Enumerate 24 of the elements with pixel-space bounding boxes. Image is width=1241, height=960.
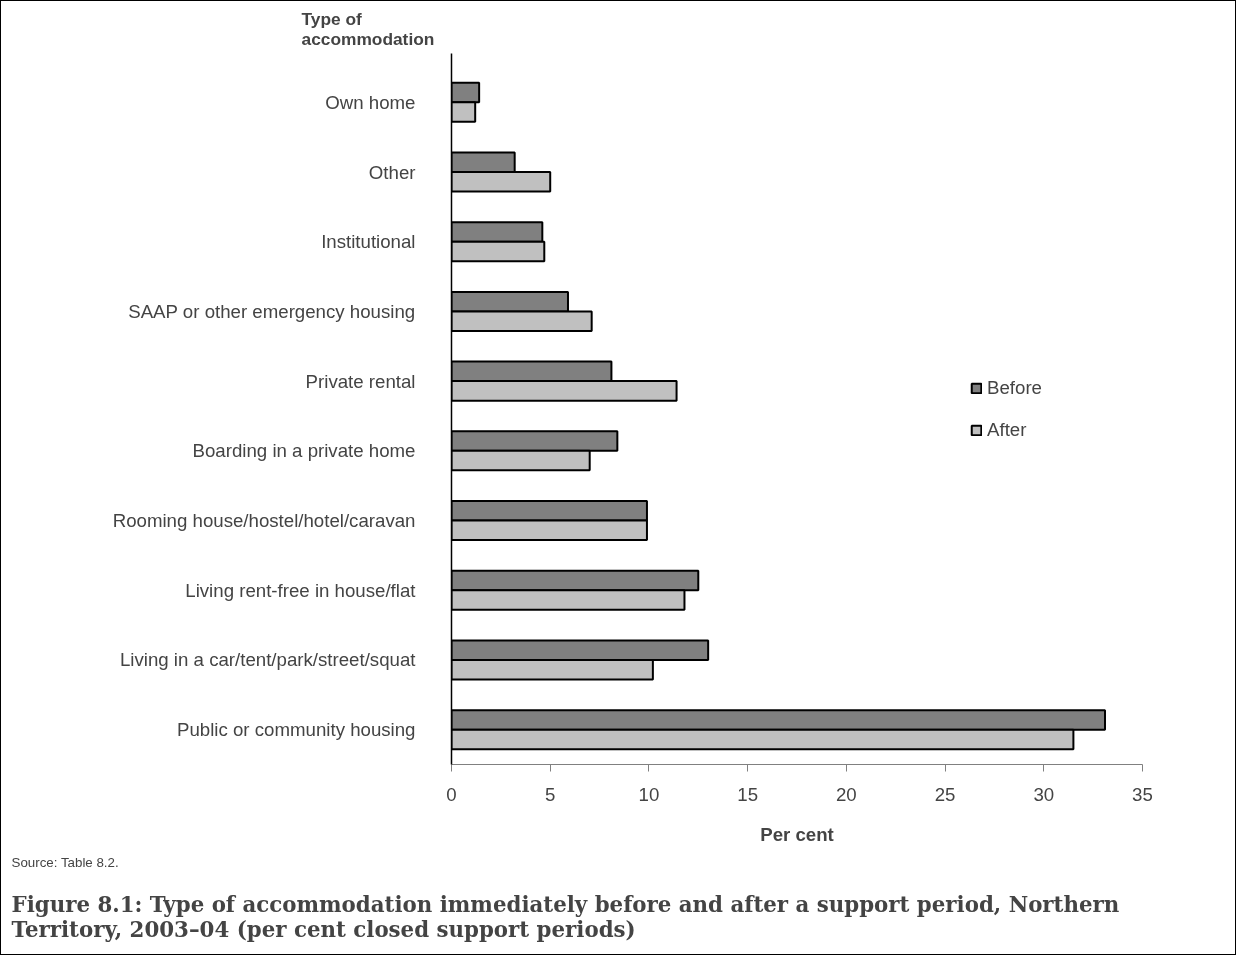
- y-tick-label: Institutional: [321, 231, 416, 253]
- source-note: Source: Table 8.2.: [11, 854, 119, 870]
- legend-label: Before: [987, 376, 1042, 399]
- x-tick-label: 20: [835, 783, 857, 805]
- y-tick-label: Other: [368, 161, 416, 183]
- x-tick-label: 5: [545, 783, 556, 805]
- y-tick-label: SAAP or other emergency housing: [128, 300, 416, 322]
- y-tick-label: Private rental: [305, 370, 416, 392]
- y-tick-label: Own home: [325, 91, 416, 113]
- y-tick-label: Living rent-free in house/flat: [185, 579, 417, 601]
- x-tick-label: 35: [1132, 783, 1153, 805]
- y-tick-label: Living in a car/tent/park/street/squat: [119, 649, 417, 671]
- x-tick-label: 15: [737, 783, 759, 805]
- y-tick-label: Rooming house/hostel/hotel/caravan: [112, 510, 416, 532]
- x-tick-label: 10: [638, 783, 660, 805]
- text: Figure 8.1: Type of accommodation immediately before and after a support period, Northern Territory, 2003–04 (per cent closed support periods): [11, 891, 1120, 942]
- x-tick-label: 25: [934, 783, 956, 805]
- y-tick-label: Public or community housing: [177, 719, 416, 741]
- y-axis-title: Type of accommodation: [301, 8, 435, 49]
- x-tick-label: 0: [446, 783, 457, 805]
- x-axis-title: Per cent: [760, 823, 834, 845]
- y-tick-label: Boarding in a private home: [192, 440, 416, 462]
- x-tick-label: 30: [1033, 783, 1055, 805]
- legend-label: After: [987, 418, 1027, 441]
